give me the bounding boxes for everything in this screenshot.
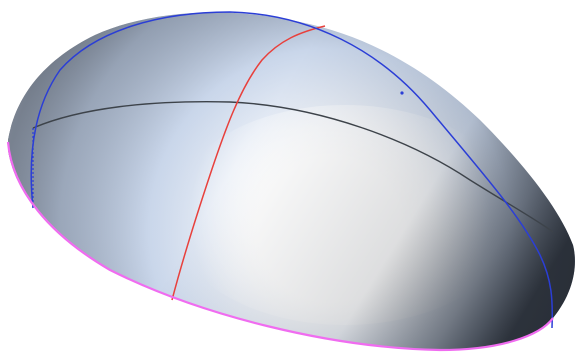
parallel-curve — [32, 101, 554, 233]
surface-curves — [6, 11, 554, 352]
long-meridian-curve — [30, 11, 554, 329]
curve-vertex-point — [400, 91, 404, 95]
cross-meridian-curve — [171, 25, 326, 301]
base-edge-curve — [6, 141, 554, 352]
